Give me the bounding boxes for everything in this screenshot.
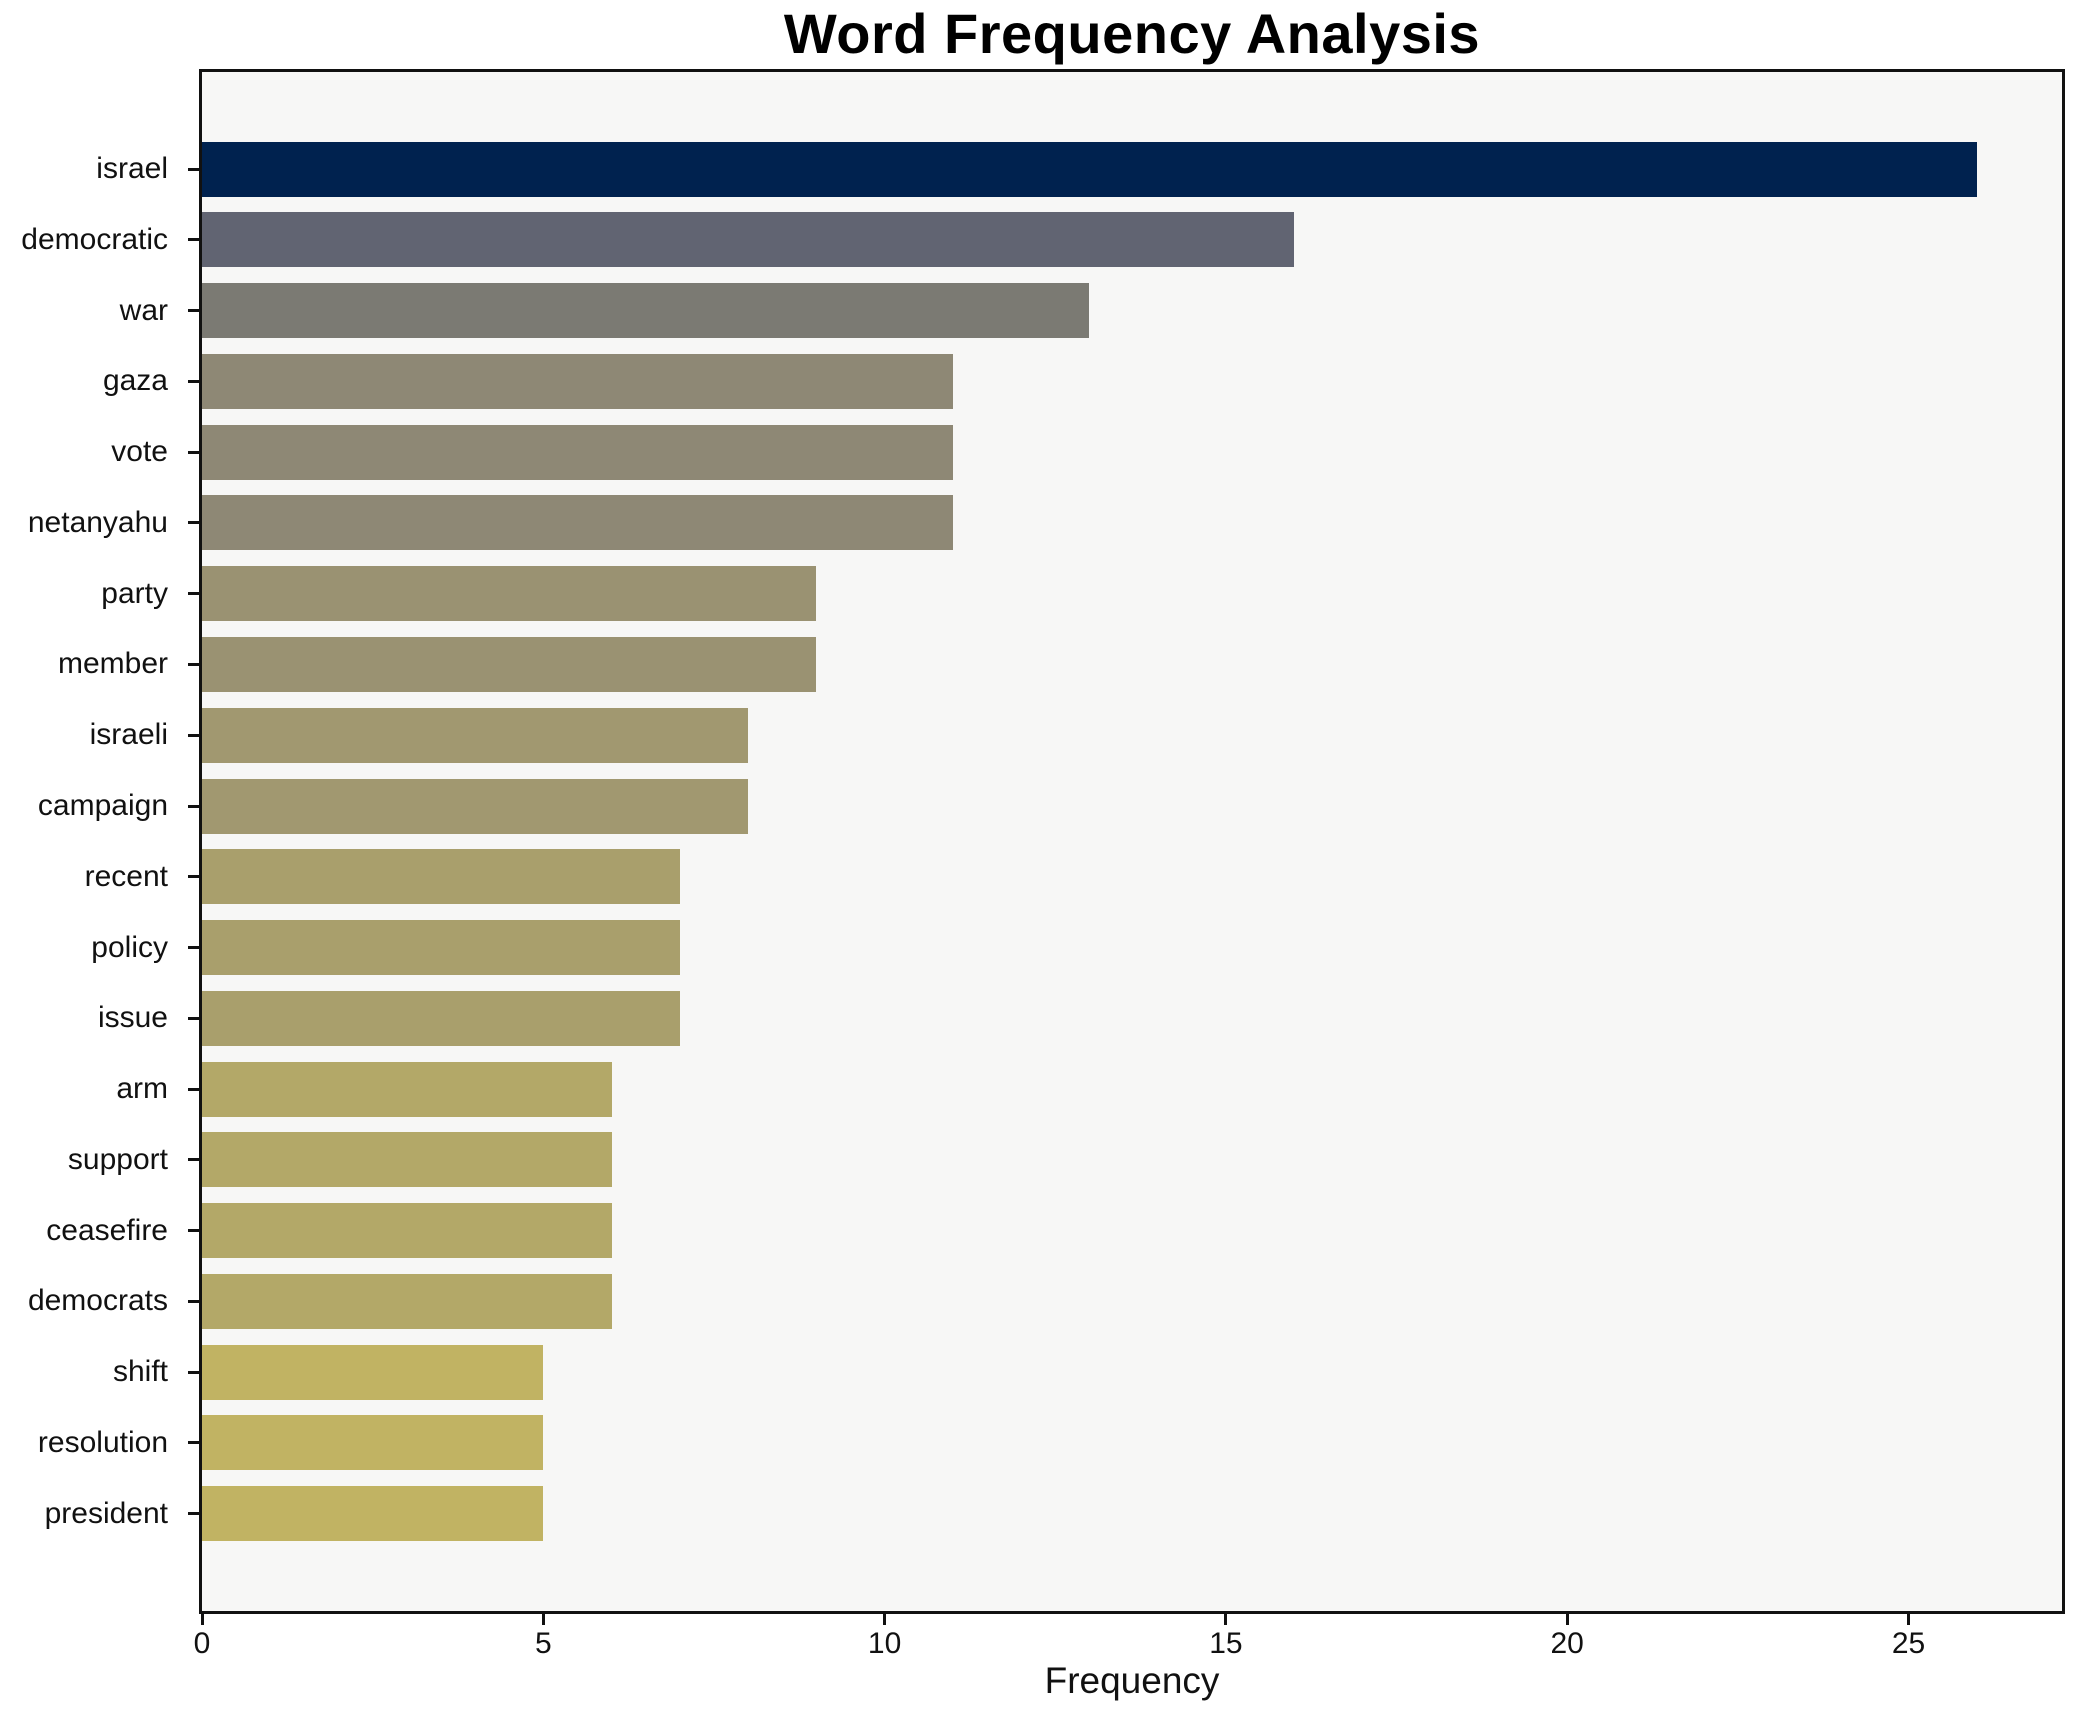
- y-tick-label: arm: [116, 1072, 168, 1106]
- x-tick-label: 5: [534, 1627, 552, 1660]
- bar-ceasefire: [202, 1203, 612, 1259]
- y-tick-mark: [188, 1158, 201, 1162]
- y-tick-mark: [188, 1370, 201, 1374]
- bar-democratic: [202, 212, 1295, 268]
- x-tick-label: 15: [1209, 1627, 1243, 1660]
- x-axis-title: Frequency: [1044, 1660, 1220, 1701]
- y-tick-mark: [188, 167, 201, 171]
- bar-party: [202, 566, 817, 622]
- y-tick-mark: [188, 1229, 201, 1233]
- x-tick-mark: [883, 1612, 887, 1625]
- y-tick-mark: [188, 309, 201, 313]
- chart-title: Word Frequency Analysis: [783, 2, 1481, 65]
- y-tick-label: support: [67, 1142, 168, 1176]
- bar-support: [202, 1132, 612, 1188]
- y-tick-label: ceasefire: [46, 1213, 168, 1247]
- y-tick-label: recent: [84, 859, 168, 893]
- bar-policy: [202, 920, 680, 976]
- x-tick-mark: [541, 1612, 545, 1625]
- bar-netanyahu: [202, 495, 953, 551]
- y-tick-mark: [188, 379, 201, 383]
- bar-israeli: [202, 707, 749, 763]
- bar-shift: [202, 1344, 544, 1400]
- bar-issue: [202, 990, 680, 1046]
- y-tick-mark: [188, 733, 201, 737]
- y-tick-label: vote: [111, 435, 168, 469]
- y-tick-label: party: [101, 576, 168, 610]
- y-tick-mark: [188, 875, 201, 879]
- y-tick-mark: [188, 592, 201, 596]
- bar-war: [202, 283, 1090, 339]
- y-tick-mark: [188, 1087, 201, 1091]
- y-tick-mark: [188, 521, 201, 525]
- y-tick-mark: [188, 450, 201, 454]
- y-tick-mark: [188, 1512, 201, 1516]
- bar-president: [202, 1486, 544, 1542]
- y-tick-label: israeli: [89, 718, 168, 752]
- bar-vote: [202, 424, 953, 480]
- y-tick-mark: [188, 662, 201, 666]
- y-tick-label: member: [57, 647, 168, 681]
- bar-recent: [202, 849, 680, 905]
- y-tick-label: resolution: [37, 1425, 168, 1459]
- y-tick-label: netanyahu: [27, 505, 168, 539]
- y-tick-mark: [188, 238, 201, 242]
- x-tick-mark: [1224, 1612, 1228, 1625]
- y-tick-label: campaign: [37, 789, 168, 822]
- y-tick-label: democratic: [21, 222, 168, 256]
- bar-arm: [202, 1061, 612, 1117]
- y-tick-label: president: [44, 1496, 168, 1530]
- x-tick-mark: [1565, 1612, 1569, 1625]
- x-tick-label: 25: [1891, 1627, 1926, 1660]
- bar-democrats: [202, 1273, 612, 1329]
- x-tick-label: 10: [867, 1627, 902, 1660]
- y-tick-label: israel: [96, 152, 168, 186]
- bar-member: [202, 636, 817, 692]
- y-tick-mark: [188, 1016, 201, 1020]
- y-tick-label: democrats: [27, 1284, 168, 1318]
- bar-resolution: [202, 1415, 544, 1471]
- y-tick-mark: [188, 804, 201, 808]
- bar-israel: [202, 141, 1977, 197]
- bars-container: [202, 72, 2062, 1611]
- y-tick-mark: [188, 946, 201, 950]
- bar-campaign: [202, 778, 749, 834]
- y-tick-label: policy: [91, 930, 168, 964]
- x-tick-label: 20: [1550, 1627, 1584, 1660]
- y-tick-mark: [188, 1299, 201, 1303]
- y-tick-label: gaza: [102, 364, 168, 398]
- bar-gaza: [202, 353, 953, 409]
- x-tick-mark: [1907, 1612, 1910, 1625]
- x-tick-mark: [200, 1612, 204, 1625]
- y-tick-label: shift: [112, 1355, 168, 1389]
- y-tick-label: war: [119, 293, 168, 327]
- y-tick-mark: [188, 1441, 201, 1445]
- x-tick-label: 0: [193, 1627, 211, 1660]
- y-tick-label: issue: [97, 1001, 168, 1035]
